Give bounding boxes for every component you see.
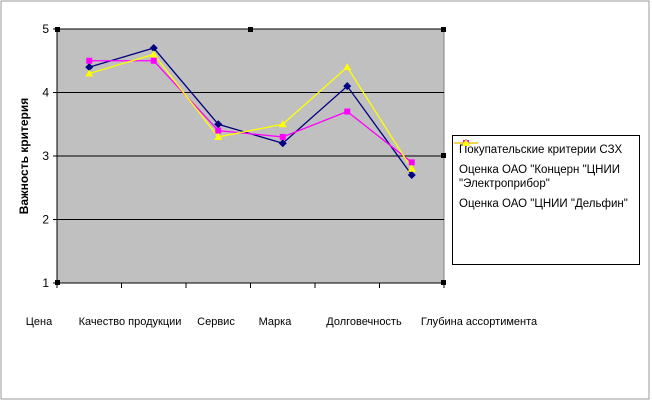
x-category-label: Качество продукции [79,316,182,328]
data-point-diamond [407,171,416,180]
y-tick-label: 4 [42,86,49,100]
data-point-diamond [149,44,158,53]
data-point-diamond [214,120,223,129]
selection-handle[interactable] [55,27,60,32]
data-point-square [344,108,351,115]
selection-handle[interactable] [441,27,446,32]
legend-item: Оценка ОАО "ЦНИИ "Дельфин" [454,139,635,211]
data-point-triangle [343,63,352,71]
legend-label: Оценка ОАО "ЦНИИ "Дельфин" [459,198,628,210]
data-point-triangle [407,164,416,172]
data-point-square [150,57,157,64]
selection-handle[interactable] [441,280,446,285]
x-category-label: Марка [259,316,293,328]
data-point-square [215,127,222,134]
data-point-square [279,133,286,140]
data-point-diamond [343,82,352,91]
x-category-label: Глубина ассортимента [421,316,538,328]
y-tick-label: 3 [42,149,49,163]
data-point-triangle [214,132,223,140]
y-axis-label: Важность критерия [17,98,31,215]
legend-item: Покупательские критерии СЗХ [454,139,635,157]
x-category-labels: Цена Качество продукции Сервис Марка Долгове… [26,316,538,328]
legend-label: Оценка ОАО "Концерн "ЦНИИ "Электроприбор… [459,164,621,190]
legend-item: Оценка ОАО "Концерн "ЦНИИ "Электроприбор… [454,140,635,191]
y-tick-labels: 1 2 3 4 5 [42,22,49,290]
data-point-triangle [149,50,158,58]
data-point-diamond [278,139,287,148]
y-tick-label: 5 [42,22,49,36]
legend: Покупательские критерии СЗХ Оценка ОАО "… [452,135,640,265]
x-category-label: Сервис [197,316,235,328]
legend-label: Покупательские критерии СЗХ [459,144,623,156]
data-point-triangle [85,69,94,77]
selection-handle[interactable] [55,280,60,285]
data-point-square [408,159,415,166]
selection-handle[interactable] [441,153,446,158]
y-tick-label: 2 [42,213,49,227]
x-category-label: Цена [26,316,53,328]
data-point-diamond [85,63,94,72]
series-layer [85,44,416,180]
y-tick-label: 1 [42,276,49,290]
x-category-label: Долговечность [326,316,402,328]
data-point-square [86,57,93,64]
series-line [89,60,413,163]
data-point-triangle [278,120,287,128]
selection-handle[interactable] [248,27,253,32]
legend-swatch-triangle [454,139,478,146]
series-line [89,53,413,170]
